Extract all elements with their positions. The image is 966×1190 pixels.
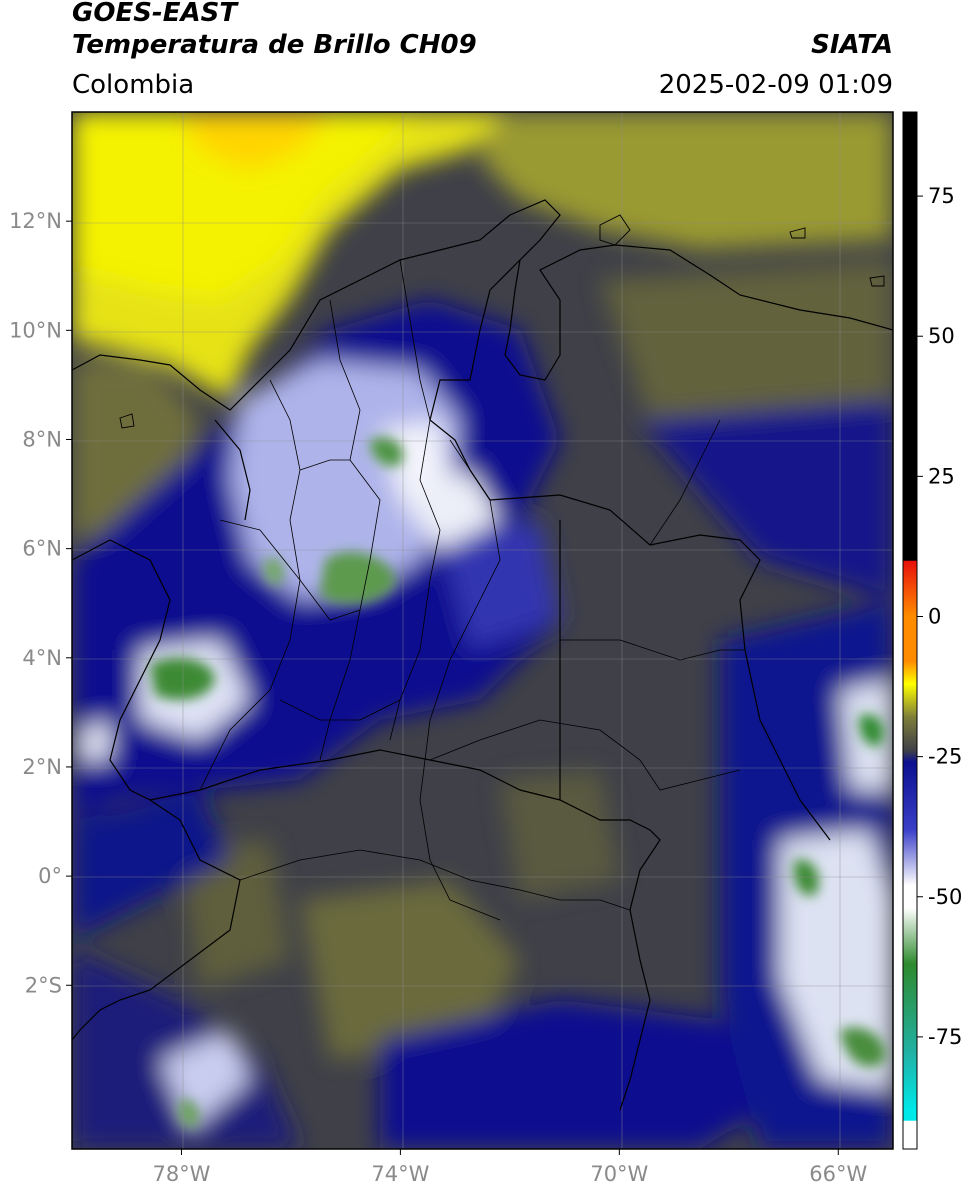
region-label: Colombia — [72, 70, 195, 100]
lat-tick-label: 2°N — [22, 755, 62, 779]
island-1 — [599, 214, 631, 246]
coastline-pacific — [72, 539, 241, 1041]
lat-tick-label: 10°N — [9, 318, 62, 342]
island-3 — [869, 275, 885, 287]
colorbar-tick-label: 75 — [928, 184, 955, 208]
latitude-axis: 12°N 10°N 8°N 6°N 4°N 2°N 0° 2°S — [9, 209, 72, 997]
map-frame — [71, 111, 894, 1150]
lon-tick-label: 78°W — [152, 1162, 210, 1186]
lon-tick-label: 74°W — [371, 1162, 429, 1186]
lat-tick-label: 4°N — [22, 646, 62, 670]
border-internal-7 — [239, 849, 631, 911]
lon-tick-label: 70°W — [590, 1162, 648, 1186]
colorbar-tick-label: -25 — [928, 745, 962, 769]
colorbar-ticks: 75 50 25 0 -25 -50 -75 — [917, 184, 962, 1049]
lat-tick-label: 0° — [38, 864, 62, 888]
border-internal-2 — [319, 299, 381, 761]
colorbar-tick-label: 50 — [928, 324, 955, 348]
lat-tick-label: 6°N — [22, 537, 62, 561]
colorbar-tick-label: -50 — [928, 885, 962, 909]
border-colombia-ecuador-peru — [149, 749, 661, 1111]
title-satellite: GOES-EAST — [72, 0, 238, 28]
border-internal-4 — [419, 439, 501, 921]
colorbar-tick-label: 25 — [928, 464, 955, 488]
colorbar-tick-label: -75 — [928, 1025, 962, 1049]
graticule — [72, 112, 893, 1149]
datetime-label: 2025-02-09 01:09 — [658, 70, 893, 100]
border-venezuela-internal — [649, 419, 721, 546]
title-product: Temperatura de Brillo CH09 — [72, 30, 477, 60]
colorbar-bar — [903, 112, 917, 1149]
satellite-image — [72, 112, 893, 1149]
longitude-axis: 78°W 74°W 70°W 66°W — [152, 1149, 867, 1186]
lon-tick-label: 66°W — [809, 1162, 867, 1186]
organization-label: SIATA — [811, 30, 893, 60]
lat-tick-label: 8°N — [22, 427, 62, 451]
border-internal-8 — [219, 519, 361, 621]
border-colombia-panama — [214, 419, 251, 521]
island-4 — [119, 413, 135, 429]
island-2 — [789, 227, 806, 239]
colorbar-tick-label: 0 — [928, 604, 941, 628]
colorbar-frame — [902, 111, 918, 1150]
colorbar: 75 50 25 0 -25 -50 -75 — [902, 111, 962, 1150]
borders — [72, 199, 893, 1111]
coastline-caribbean — [72, 199, 893, 411]
border-internal-5 — [560, 639, 745, 661]
lat-tick-label: 12°N — [9, 209, 62, 233]
border-internal-10 — [279, 699, 401, 721]
border-internal-9 — [299, 459, 350, 471]
border-colombia-venezuela — [429, 259, 831, 841]
border-internal-3 — [389, 259, 441, 741]
border-internal-6 — [429, 719, 741, 791]
lat-tick-label: 2°S — [25, 973, 62, 997]
